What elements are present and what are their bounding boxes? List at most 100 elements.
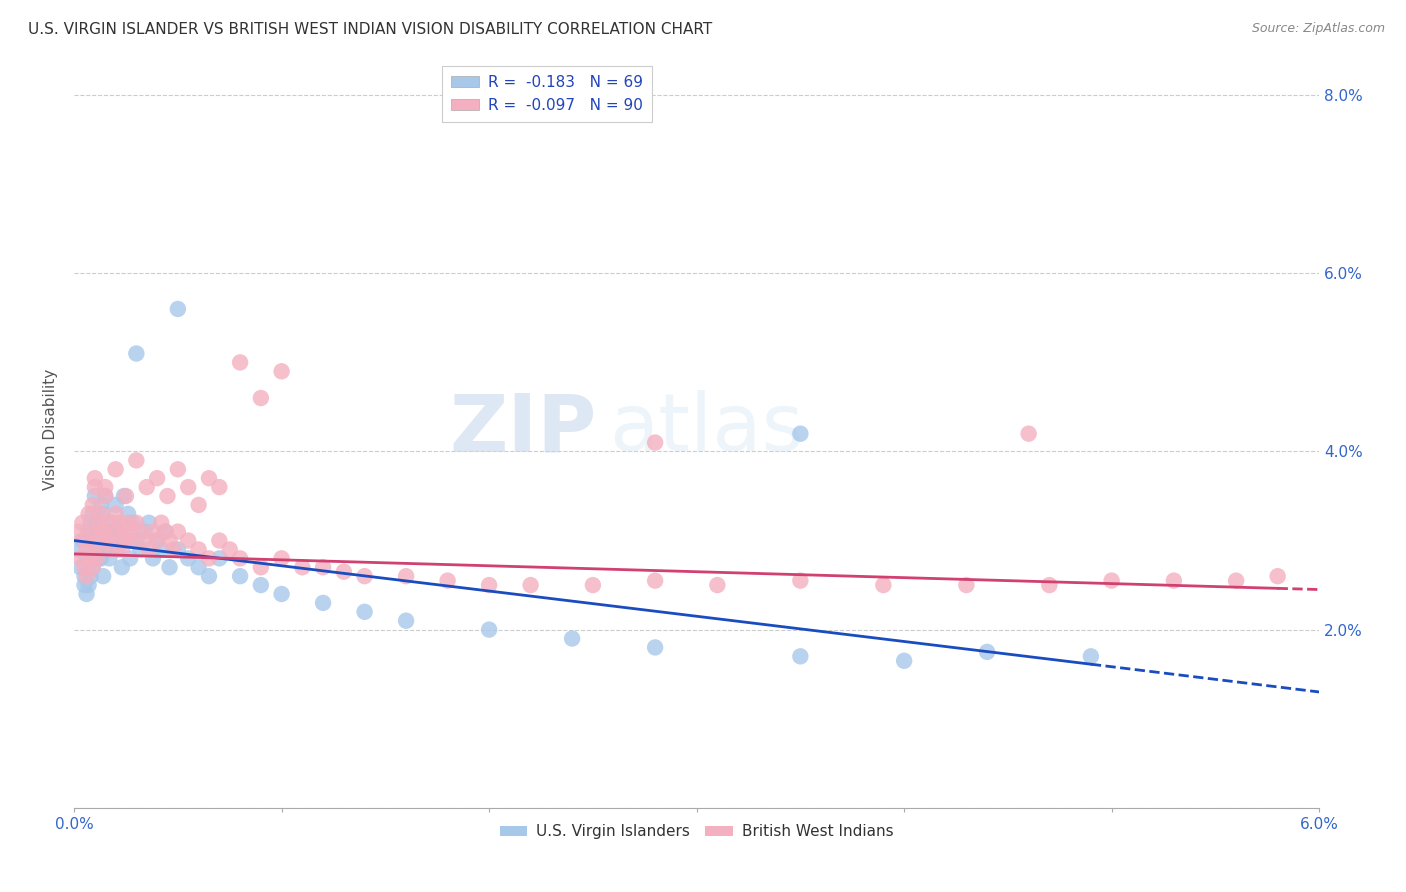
Point — [250, 578, 273, 592]
Point — [644, 640, 666, 655]
Point — [155, 524, 177, 539]
Point — [73, 533, 96, 548]
Point — [91, 569, 114, 583]
Point — [108, 516, 131, 530]
Point — [134, 524, 156, 539]
Point — [218, 542, 240, 557]
Point — [312, 560, 335, 574]
Point — [67, 524, 90, 539]
Point — [125, 453, 148, 467]
Point — [1101, 574, 1123, 588]
Point — [142, 524, 165, 539]
Point — [86, 542, 108, 557]
Point — [138, 516, 160, 530]
Text: U.S. VIRGIN ISLANDER VS BRITISH WEST INDIAN VISION DISABILITY CORRELATION CHART: U.S. VIRGIN ISLANDER VS BRITISH WEST IND… — [28, 22, 713, 37]
Point — [98, 551, 121, 566]
Point — [229, 355, 252, 369]
Point — [270, 364, 292, 378]
Point — [76, 569, 98, 583]
Point — [177, 533, 200, 548]
Text: Source: ZipAtlas.com: Source: ZipAtlas.com — [1251, 22, 1385, 36]
Point — [86, 524, 108, 539]
Point — [561, 632, 583, 646]
Point — [120, 524, 142, 539]
Point — [112, 489, 135, 503]
Point — [166, 524, 188, 539]
Point — [270, 551, 292, 566]
Point — [104, 507, 127, 521]
Point — [77, 578, 100, 592]
Point — [1018, 426, 1040, 441]
Point — [100, 542, 122, 557]
Point — [198, 569, 221, 583]
Point — [353, 569, 375, 583]
Point — [107, 542, 129, 557]
Point — [789, 574, 811, 588]
Point — [125, 516, 148, 530]
Point — [229, 551, 252, 566]
Point — [76, 542, 98, 557]
Point — [312, 596, 335, 610]
Point — [112, 524, 135, 539]
Point — [83, 480, 105, 494]
Point — [644, 574, 666, 588]
Point — [91, 507, 114, 521]
Point — [69, 560, 91, 574]
Point — [187, 542, 209, 557]
Point — [1163, 574, 1185, 588]
Y-axis label: Vision Disability: Vision Disability — [44, 368, 58, 490]
Point — [83, 489, 105, 503]
Point — [893, 654, 915, 668]
Point — [94, 489, 117, 503]
Point — [104, 462, 127, 476]
Point — [115, 533, 138, 548]
Point — [67, 542, 90, 557]
Point — [155, 524, 177, 539]
Point — [187, 560, 209, 574]
Point — [229, 569, 252, 583]
Point — [187, 498, 209, 512]
Point — [208, 480, 231, 494]
Point — [120, 551, 142, 566]
Point — [395, 569, 418, 583]
Point — [270, 587, 292, 601]
Point — [94, 542, 117, 557]
Point — [177, 551, 200, 566]
Point — [76, 551, 98, 566]
Point — [478, 578, 501, 592]
Legend: U.S. Virgin Islanders, British West Indians: U.S. Virgin Islanders, British West Indi… — [494, 818, 900, 846]
Point — [1225, 574, 1247, 588]
Point — [108, 524, 131, 539]
Point — [198, 471, 221, 485]
Text: ZIP: ZIP — [450, 390, 598, 468]
Point — [333, 565, 356, 579]
Point — [125, 533, 148, 548]
Point — [146, 533, 169, 548]
Point — [76, 587, 98, 601]
Point — [86, 516, 108, 530]
Point — [955, 578, 977, 592]
Point — [86, 551, 108, 566]
Point — [789, 426, 811, 441]
Point — [103, 524, 125, 539]
Point — [1267, 569, 1289, 583]
Point — [436, 574, 458, 588]
Point — [115, 533, 138, 548]
Point — [100, 533, 122, 548]
Point — [166, 301, 188, 316]
Point — [90, 498, 112, 512]
Point — [706, 578, 728, 592]
Point — [80, 551, 103, 566]
Point — [80, 524, 103, 539]
Point — [103, 516, 125, 530]
Point — [976, 645, 998, 659]
Point — [72, 516, 94, 530]
Point — [250, 391, 273, 405]
Point — [91, 524, 114, 539]
Point — [163, 542, 186, 557]
Point — [80, 516, 103, 530]
Point — [87, 516, 110, 530]
Point — [94, 489, 117, 503]
Point — [159, 533, 181, 548]
Point — [107, 533, 129, 548]
